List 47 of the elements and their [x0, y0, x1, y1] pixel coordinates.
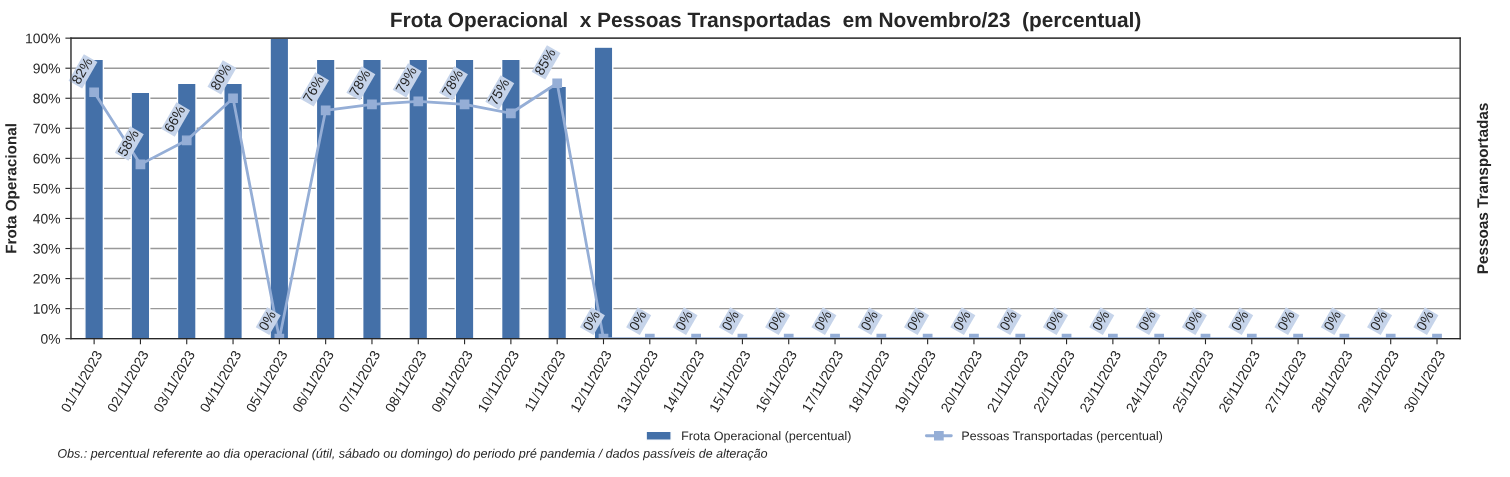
y-tick-label: 30% [33, 243, 61, 254]
data-label: 0% [999, 309, 1018, 332]
y-tick-label: 40% [33, 213, 61, 224]
data-label: 0% [1091, 309, 1110, 332]
data-label: 0% [767, 309, 786, 332]
y-axis-title: Frota Operacional [5, 124, 20, 253]
chart-title: Frota Operacional x Pessoas Transportadas em Novembro/23 (percentual) [391, 11, 1141, 32]
point [367, 99, 377, 110]
data-label: 0% [1184, 309, 1203, 332]
data-label: 0% [1045, 309, 1064, 332]
point [228, 93, 238, 104]
data-label: 0% [1369, 309, 1388, 332]
data-label: 0% [1415, 309, 1434, 332]
data-label: 0% [674, 309, 693, 332]
y-tick-label: 50% [33, 183, 61, 194]
y-tick-label: 100% [26, 33, 61, 44]
point [459, 99, 470, 110]
point [552, 78, 563, 89]
bar [547, 85, 568, 339]
data-label: 0% [860, 309, 879, 332]
y-tick-label: 20% [33, 273, 61, 284]
data-label: 0% [1230, 309, 1249, 332]
data-label: 0% [813, 309, 832, 332]
data-label: 0% [1138, 309, 1157, 332]
y-tick-label: 10% [33, 303, 61, 314]
y-tick-label: 80% [33, 93, 61, 104]
point [181, 135, 192, 146]
legend-label: Pessoas Transportadas (percentual) [962, 431, 1163, 443]
point [506, 108, 516, 119]
point [89, 87, 99, 98]
y2-axis-title: Pessoas Transportadas [1476, 103, 1492, 274]
data-label: 0% [721, 309, 740, 332]
text: Obs.: percentual referente ao dia operacional (útil, sábado ou domingo) do periodo pré pandemia / dados passíveis de alteração [58, 448, 768, 461]
point [320, 105, 331, 116]
data-label: 0% [258, 309, 277, 332]
data-label: 0% [1323, 309, 1342, 332]
legend-label: Frota Operacional (percentual) [682, 431, 851, 443]
data-label: 0% [952, 309, 971, 332]
point [413, 96, 424, 107]
y-tick-label: 0% [41, 334, 61, 344]
data-label: 0% [1276, 309, 1295, 332]
data-label: 0% [906, 309, 925, 332]
data-label: 0% [628, 309, 647, 332]
y-tick-label: 90% [33, 63, 61, 74]
data-label: 0% [582, 309, 601, 332]
y-tick-label: 70% [33, 123, 61, 134]
y-tick-label: 60% [33, 153, 61, 164]
